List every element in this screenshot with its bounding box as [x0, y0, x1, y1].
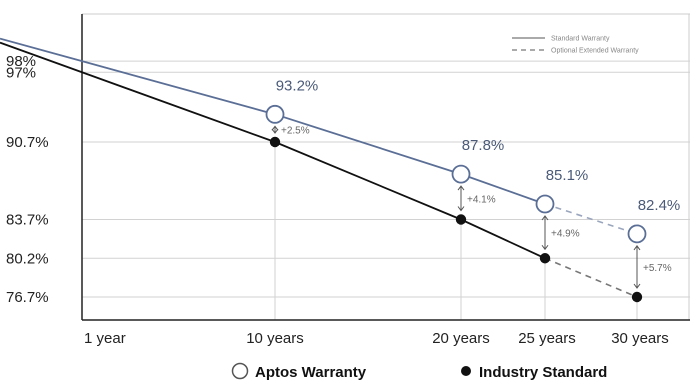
difference-arrow-head-bottom	[541, 244, 549, 251]
difference-label: +4.1%	[467, 194, 496, 205]
industry-dashed-line	[544, 257, 638, 298]
aptos-dashed-line	[544, 203, 638, 235]
aptos-value-label: 87.8%	[462, 137, 505, 154]
difference-label: +4.9%	[551, 229, 580, 240]
difference-arrow-head-top	[541, 215, 549, 221]
legend-label-aptos: Aptos Warranty	[255, 364, 367, 381]
legend-marker-industry	[461, 366, 471, 376]
industry-point	[539, 253, 551, 264]
x-tick-label: 25 years	[518, 330, 576, 347]
x-tick-label: 20 years	[432, 330, 490, 347]
aptos-value-label: 93.2%	[276, 77, 319, 94]
y-tick-label: 90.7%	[6, 134, 49, 151]
difference-arrow-head-top	[271, 125, 279, 131]
legend-marker-aptos	[231, 362, 249, 380]
aptos-point	[451, 164, 471, 184]
industry-point	[269, 136, 281, 148]
y-tick-label: 98%	[6, 53, 36, 70]
difference-arrow-head-bottom	[271, 128, 279, 134]
difference-arrow-head-top	[457, 185, 465, 191]
y-tick-label: 83.7%	[6, 212, 49, 229]
aptos-point	[265, 104, 285, 124]
difference-arrow-head-bottom	[633, 283, 641, 289]
aptos-value-label: 85.1%	[546, 167, 589, 184]
line-style-legend-label: Optional Extended Warranty	[551, 48, 639, 55]
aptos-point	[535, 194, 555, 214]
industry-point	[455, 214, 467, 225]
difference-arrow-head-bottom	[457, 206, 465, 212]
x-tick-label: 30 years	[611, 330, 669, 347]
y-tick-label: 80.2%	[6, 250, 49, 267]
line-style-legend-label: Standard Warranty	[551, 36, 610, 43]
aptos-value-label: 82.4%	[638, 197, 681, 214]
aptos-point	[627, 224, 647, 244]
y-tick-label: 76.7%	[6, 289, 49, 306]
y-tick-label: 97%	[6, 64, 36, 81]
difference-label: +5.7%	[643, 263, 672, 274]
industry-point	[631, 291, 643, 303]
x-tick-label: 1 year	[84, 330, 126, 347]
x-tick-label: 10 years	[246, 330, 304, 347]
difference-arrow-head-top	[633, 245, 641, 251]
difference-label: +2.5%	[281, 126, 310, 137]
legend-label-industry: Industry Standard	[479, 364, 607, 381]
